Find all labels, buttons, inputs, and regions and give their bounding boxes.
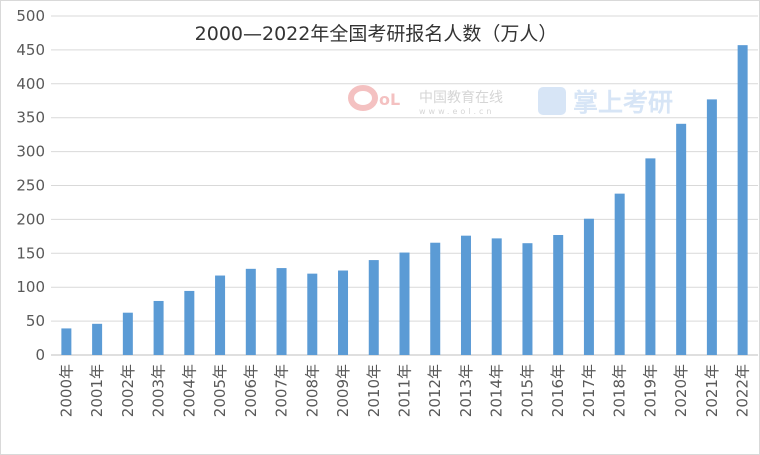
bar-2000年 <box>61 328 72 355</box>
bar-2007年 <box>276 268 287 355</box>
x-tick-label: 2021年 <box>703 364 721 417</box>
watermark: oL 中国教育在线 www.eol.cn 掌上考研 <box>348 85 673 117</box>
y-tick-label: 350 <box>16 109 45 127</box>
x-tick-label: 2007年 <box>273 364 291 417</box>
x-tick-label: 2008年 <box>303 364 321 417</box>
bar-2009年 <box>338 270 349 355</box>
x-tick-label: 2010年 <box>365 364 383 417</box>
eol-name: 中国教育在线 <box>419 90 503 106</box>
bar-2013年 <box>460 235 471 355</box>
kaoyan-logo-icon <box>538 87 566 115</box>
y-tick-labels: 0 50 100 150 200 250 300 350 400 450 500 <box>16 7 45 364</box>
y-tick-label: 200 <box>16 210 45 228</box>
x-tick-label: 2017年 <box>580 364 598 417</box>
bar-2019年 <box>645 158 656 355</box>
x-tick-label: 2012年 <box>426 364 444 417</box>
eol-url: www.eol.cn <box>419 107 495 116</box>
x-tick-label: 2006年 <box>242 364 260 417</box>
bar-2018年 <box>614 193 625 355</box>
kaoyan-name: 掌上考研 <box>573 88 673 117</box>
bar-2003年 <box>153 300 164 355</box>
x-tick-label: 2005年 <box>211 364 229 417</box>
bar-2002年 <box>122 312 133 355</box>
bar-2012年 <box>430 242 441 355</box>
x-tick-label: 2009年 <box>334 364 352 417</box>
bar-2022年 <box>737 45 748 356</box>
y-tick-label: 500 <box>16 7 45 25</box>
bar-2015年 <box>522 243 533 355</box>
y-tick-label: 400 <box>16 75 45 93</box>
x-tick-label: 2022年 <box>734 364 752 417</box>
y-tick-label: 450 <box>16 41 45 59</box>
bar-2011年 <box>399 252 410 355</box>
x-tick-label: 2016年 <box>549 364 567 417</box>
bars <box>61 45 748 356</box>
bar-2016年 <box>553 234 564 355</box>
eol-logo-icon <box>348 85 378 111</box>
y-tick-label: 0 <box>35 346 45 364</box>
bar-2004年 <box>184 290 195 355</box>
bar-2017年 <box>583 218 594 355</box>
y-tick-label: 250 <box>16 177 45 195</box>
bar-2005年 <box>215 275 226 355</box>
x-tick-label: 2013年 <box>457 364 475 417</box>
y-tick-label: 50 <box>26 312 45 330</box>
x-tick-label: 2000年 <box>57 364 75 417</box>
bar-2006年 <box>245 268 256 355</box>
x-tick-label: 2015年 <box>518 364 536 417</box>
bar-2014年 <box>491 238 502 355</box>
x-tick-label: 2014年 <box>488 364 506 417</box>
bar-2010年 <box>368 260 379 355</box>
x-tick-label: 2002年 <box>119 364 137 417</box>
eol-logo-text: oL <box>379 90 400 109</box>
x-tick-label: 2018年 <box>611 364 629 417</box>
x-tick-label: 2004年 <box>180 364 198 417</box>
chart-title: 2000—2022年全国考研报名人数（万人） <box>195 23 558 45</box>
x-tick-label: 2003年 <box>150 364 168 417</box>
bar-2020年 <box>676 123 687 355</box>
bar-2008年 <box>307 273 318 355</box>
x-tick-label: 2001年 <box>88 364 106 417</box>
x-tick-label: 2020年 <box>672 364 690 417</box>
bar-2001年 <box>92 323 103 355</box>
x-tick-label: 2019年 <box>641 364 659 417</box>
x-tick-label: 2011年 <box>396 364 414 417</box>
y-tick-label: 100 <box>16 278 45 296</box>
gridlines <box>51 15 758 356</box>
y-tick-label: 150 <box>16 244 45 262</box>
x-tick-labels: 2000年 2001年 2002年 2003年 2004年 2005年 2006年 2007年… <box>57 364 751 417</box>
y-tick-label: 300 <box>16 143 45 161</box>
bar-2021年 <box>706 99 717 355</box>
